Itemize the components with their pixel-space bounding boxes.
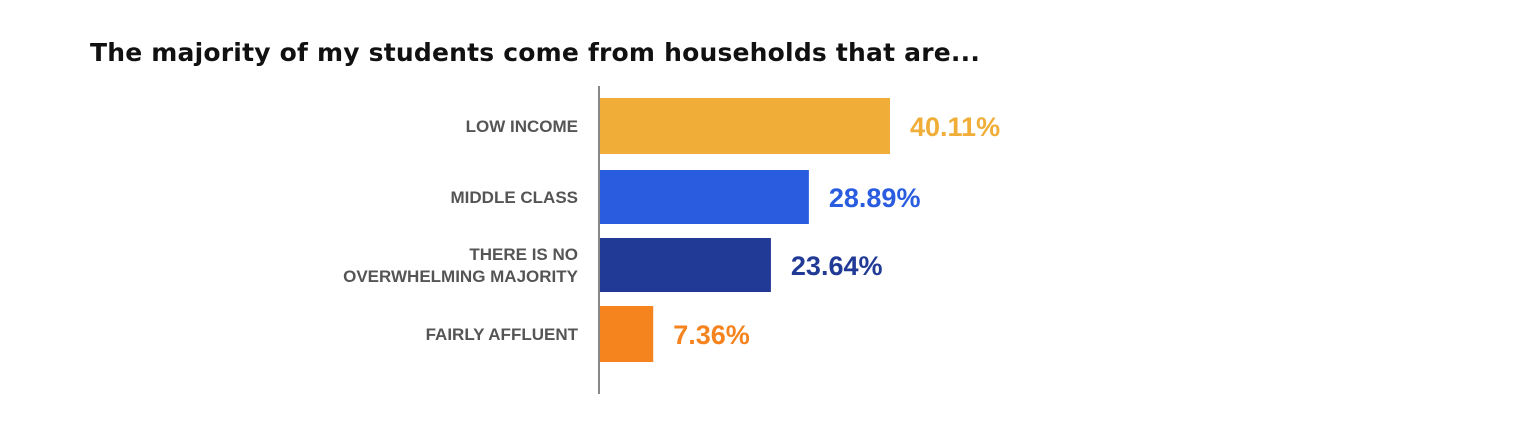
- category-label-1: LOW INCOME: [466, 117, 578, 136]
- bar-2: [600, 170, 809, 224]
- category-label-3-line-1: THERE IS NO: [469, 245, 578, 264]
- bar-1: [600, 98, 890, 154]
- category-label-2: MIDDLE CLASS: [451, 188, 579, 207]
- bar-4: [600, 306, 654, 362]
- category-label-4: FAIRLY AFFLUENT: [426, 325, 579, 344]
- value-label-3: 23.64%: [791, 251, 883, 281]
- bar-3: [600, 238, 771, 292]
- category-label-3-line-2: OVERWHELMING MAJORITY: [343, 267, 579, 286]
- value-label-4: 7.36%: [673, 320, 750, 350]
- value-label-2: 28.89%: [829, 183, 921, 213]
- chart-title: The majority of my students come from ho…: [90, 38, 981, 67]
- value-label-1: 40.11%: [910, 112, 1000, 142]
